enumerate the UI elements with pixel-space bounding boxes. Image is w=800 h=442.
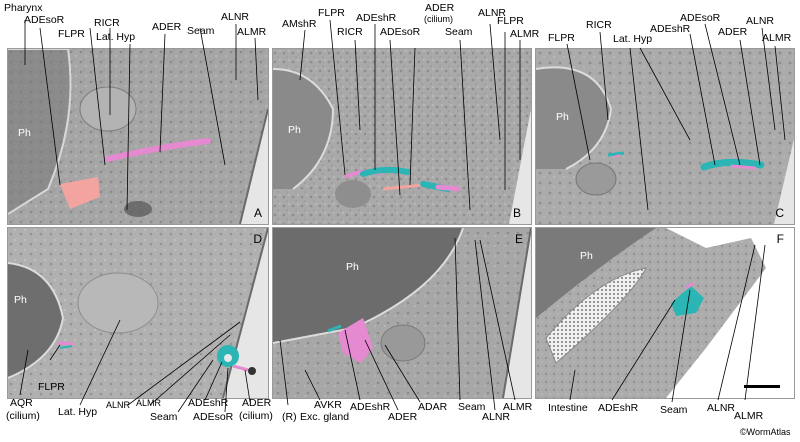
panel-d-micrograph xyxy=(8,228,268,398)
label-ph: Ph xyxy=(580,250,593,262)
label-flpr: FLPR xyxy=(38,381,65,393)
label-seam: Seam xyxy=(150,411,178,423)
label-ader: ADER xyxy=(152,21,182,33)
label-exc-gland: Exc. gland xyxy=(300,411,350,423)
label-seam: Seam xyxy=(445,26,473,38)
label-amshr: AMshR xyxy=(282,18,317,30)
label-alnr: ALNR xyxy=(106,400,131,410)
panel-c-micrograph xyxy=(536,49,794,224)
label-ph: Ph xyxy=(18,127,31,139)
label-ph: Ph xyxy=(556,111,569,123)
label-adeshr: ADEshR xyxy=(598,402,639,414)
label-ricr: RICR xyxy=(586,19,612,31)
label-ader: ADER xyxy=(425,2,455,14)
label-flpr: FLPR xyxy=(548,32,575,44)
label-almr: ALMR xyxy=(510,28,540,40)
panel-b-letter: B xyxy=(512,206,521,220)
label-cilium: (cilium) xyxy=(424,14,453,24)
panel-a-letter: A xyxy=(253,206,262,220)
label-almr: ALMR xyxy=(237,26,267,38)
label-ph: Ph xyxy=(14,294,27,306)
copyright: ©WormAtlas xyxy=(740,427,791,437)
label-lat-hyp: Lat. Hyp xyxy=(613,33,653,45)
panel-e-letter: E xyxy=(514,232,523,246)
label-adeshr: ADEshR xyxy=(356,12,397,24)
label-adesor: ADEsoR xyxy=(24,14,65,26)
panel-b-micrograph xyxy=(273,49,531,224)
label-r: (R) xyxy=(282,411,297,423)
label-ader: ADER xyxy=(242,397,272,409)
label-adesor: ADEsoR xyxy=(193,411,234,423)
label-ader: ADER xyxy=(388,411,418,423)
label-alnr: ALNR xyxy=(478,7,507,19)
label-flpr-2: FLPR xyxy=(497,15,524,27)
label-almr: ALMR xyxy=(762,32,792,44)
label-alnr: ALNR xyxy=(221,11,250,23)
label-almr: ALMR xyxy=(734,410,764,422)
label-seam: Seam xyxy=(660,404,688,416)
label-aqr-cilium: (cilium) xyxy=(6,410,40,422)
panel-d: D xyxy=(7,227,269,399)
label-ader: ADER xyxy=(718,26,748,38)
label-flpr: FLPR xyxy=(318,7,345,19)
panel-e-micrograph xyxy=(273,228,531,398)
panel-a: A xyxy=(7,48,269,225)
label-pharynx: Pharynx xyxy=(4,2,43,14)
label-adesor: ADEsoR xyxy=(380,26,421,38)
label-adesor: ADEsoR xyxy=(680,12,721,24)
label-alnr: ALNR xyxy=(746,15,775,27)
label-avkr: AVKR xyxy=(314,399,342,411)
label-almr: ALMR xyxy=(136,398,162,408)
label-intestine: Intestine xyxy=(548,402,588,414)
panel-d-letter: D xyxy=(253,232,262,246)
label-seam: Seam xyxy=(187,25,215,37)
label-alnr: ALNR xyxy=(707,402,736,414)
label-adar: ADAR xyxy=(418,401,448,413)
panel-b: B xyxy=(272,48,532,225)
label-alnr: ALNR xyxy=(482,411,511,423)
panel-e: E xyxy=(272,227,532,399)
label-almr: ALMR xyxy=(503,401,533,413)
label-ader-cilium: (cilium) xyxy=(239,410,273,422)
label-adeshr: ADEshR xyxy=(188,397,229,409)
panel-c-letter: C xyxy=(775,206,784,220)
scale-bar-icon xyxy=(744,385,780,388)
panel-f-letter: F xyxy=(776,232,784,246)
label-ph: Ph xyxy=(346,261,359,273)
label-seam: Seam xyxy=(458,401,486,413)
label-adeshr: ADEshR xyxy=(650,23,691,35)
label-lat-hyp: Lat. Hyp xyxy=(96,31,136,43)
panel-c: C xyxy=(535,48,795,225)
label-ricr: RICR xyxy=(337,26,363,38)
panel-a-micrograph xyxy=(8,49,268,224)
label-lat-hyp: Lat. Hyp xyxy=(58,406,98,418)
label-aqr: AQR xyxy=(10,397,33,409)
label-ph: Ph xyxy=(288,124,301,136)
label-adeshr: ADEshR xyxy=(350,401,391,413)
panel-f-micrograph xyxy=(536,228,794,398)
panel-f: F xyxy=(535,227,795,399)
label-flpr: FLPR xyxy=(58,28,85,40)
label-ricr: RICR xyxy=(94,17,120,29)
